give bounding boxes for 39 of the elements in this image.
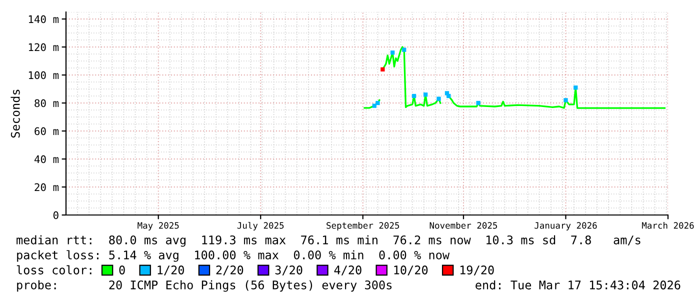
point <box>436 96 441 101</box>
legend-label: 10/20 <box>394 266 428 276</box>
text: packet loss: 5.14 % avg 100.00 % max 0.00 % min 0.00 % now <box>17 250 450 262</box>
text: end: Tue Mar 17 15:43:04 2026 <box>476 280 680 290</box>
point <box>376 100 380 106</box>
legend-label: 4/20 <box>334 266 362 276</box>
legend-label: 1/20 <box>158 266 184 276</box>
y-tick-label: 0 <box>53 211 58 220</box>
x-tick-label: May 2025 <box>138 222 179 230</box>
y-tick-label: 80 m <box>34 99 59 108</box>
point <box>402 48 406 52</box>
legend-title: loss color: <box>16 265 92 274</box>
point <box>564 98 568 102</box>
y-tick-label: 100 m <box>28 71 59 80</box>
y-tick-label: 140 m <box>28 15 59 24</box>
x-tick-label: July 2025 <box>237 222 284 230</box>
point <box>372 104 377 108</box>
x-tick-label: March 2026 <box>642 222 694 229</box>
legend-label: 0 <box>119 266 125 274</box>
point <box>446 94 451 98</box>
x-tick-label: November 2025 <box>430 222 498 229</box>
point <box>574 86 578 90</box>
point <box>380 67 385 72</box>
y-tick-label: 40 m <box>34 155 59 164</box>
x-tick-label: September 2025 <box>326 222 400 230</box>
point <box>390 50 395 55</box>
y-tick-label: 20 m <box>34 183 59 192</box>
y-tick-label: 60 m <box>34 127 59 136</box>
text: median rtt: 80.0 ms avg 119.3 ms max 76.1 ms min 76.2 ms now 10.3 ms sd 7.8 am/s <box>16 235 640 247</box>
legend-label: 2/20 <box>216 266 244 276</box>
y-axis-title: Seconds <box>10 90 20 138</box>
legend-label: 3/20 <box>275 266 302 276</box>
point <box>476 100 480 106</box>
y-tick-label: 120 m <box>28 43 59 52</box>
point <box>412 94 416 98</box>
legend-label: 19/20 <box>460 266 494 276</box>
text: probe: 20 ICMP Echo Pings (56 Bytes) every 300s <box>17 280 392 292</box>
x-tick-label: January 2026 <box>534 222 597 230</box>
point <box>423 92 428 97</box>
